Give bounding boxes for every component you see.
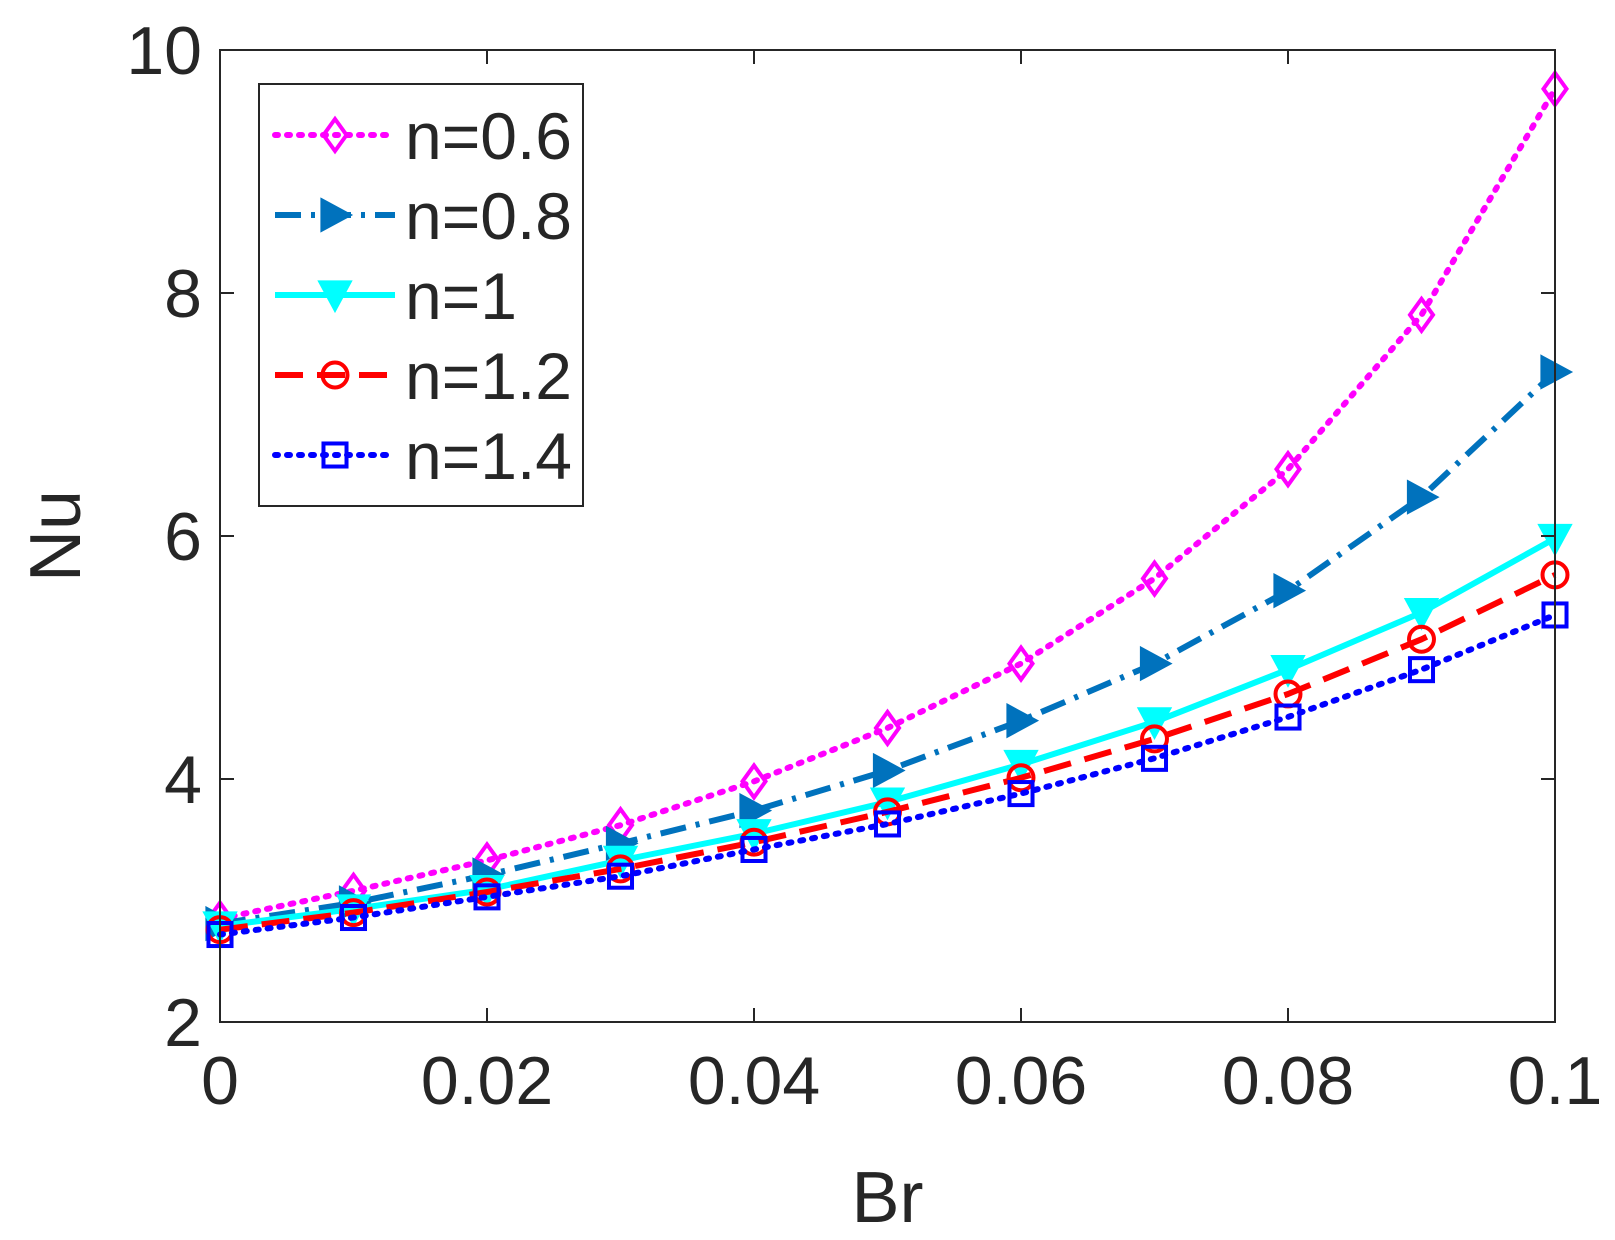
- data-point: [1140, 559, 1169, 598]
- x-tick-label: 0.06: [955, 1043, 1087, 1119]
- data-point: [473, 883, 501, 911]
- legend: n=0.6n=0.8n=1n=1.2n=1.4: [258, 83, 584, 507]
- legend-entry: n=0.8: [275, 179, 572, 253]
- data-point: [1407, 624, 1436, 654]
- y-axis-label: Nu: [16, 490, 96, 582]
- legend-label: n=1.4: [405, 419, 572, 493]
- x-axis-label: Br: [852, 1158, 924, 1238]
- data-point: [1140, 724, 1169, 754]
- legend-marker: [321, 115, 349, 155]
- data-point: [1274, 703, 1302, 731]
- legend-label: n=1: [405, 259, 517, 333]
- data-point: [740, 835, 768, 863]
- legend-marker: [321, 441, 349, 469]
- legend-entry: n=0.6: [272, 99, 572, 173]
- data-point: [1139, 645, 1173, 682]
- data-point: [872, 752, 906, 789]
- data-point: [339, 903, 368, 932]
- legend-marker: [320, 360, 350, 390]
- x-tick-label: 0.02: [421, 1043, 553, 1119]
- axes-layer: 0 0.02 0.04 0.06 0.08 0.1 2 4 6 8 10 Br Nu: [16, 13, 1602, 1238]
- data-point: [739, 792, 773, 829]
- data-point: [1406, 479, 1440, 515]
- data-point: [1136, 707, 1173, 740]
- y-tick-label: 2: [164, 985, 202, 1061]
- legend-marker: [317, 280, 353, 314]
- x-tick-label: 0.08: [1222, 1043, 1354, 1119]
- x-tick-label: 0.1: [1508, 1043, 1603, 1119]
- data-point: [1540, 354, 1574, 390]
- y-tick-label: 10: [126, 13, 202, 89]
- data-point: [1407, 295, 1436, 335]
- y-tick-label: 6: [164, 499, 202, 575]
- legend-entry: n=1.2: [275, 339, 572, 413]
- y-tick-label: 4: [164, 742, 202, 818]
- x-tick-label: 0: [201, 1043, 239, 1119]
- legend-label: n=0.6: [405, 99, 572, 173]
- series-line: [217, 612, 1558, 938]
- data-point: [1270, 655, 1306, 688]
- series-line: [217, 85, 1558, 922]
- data-point: [1403, 597, 1440, 631]
- data-point: [1006, 763, 1036, 793]
- data-point: [873, 810, 902, 838]
- legend-label: n=0.8: [405, 179, 572, 253]
- legend-marker: [320, 197, 354, 233]
- data-point: [1140, 744, 1169, 772]
- data-point: [740, 762, 768, 801]
- data-point: [1007, 644, 1035, 683]
- data-point: [606, 862, 635, 890]
- legend-label: n=1.2: [405, 339, 572, 413]
- x-tick-label: 0.04: [688, 1043, 820, 1119]
- data-point: [1006, 703, 1040, 739]
- data-point: [1274, 449, 1302, 489]
- data-point: [873, 708, 902, 748]
- data-point: [1407, 656, 1436, 684]
- legend-entry: n=1.4: [272, 419, 572, 493]
- legend-entry: n=1: [275, 259, 517, 333]
- data-point: [1007, 780, 1035, 808]
- y-tick-label: 8: [164, 256, 202, 332]
- data-point: [1273, 572, 1307, 609]
